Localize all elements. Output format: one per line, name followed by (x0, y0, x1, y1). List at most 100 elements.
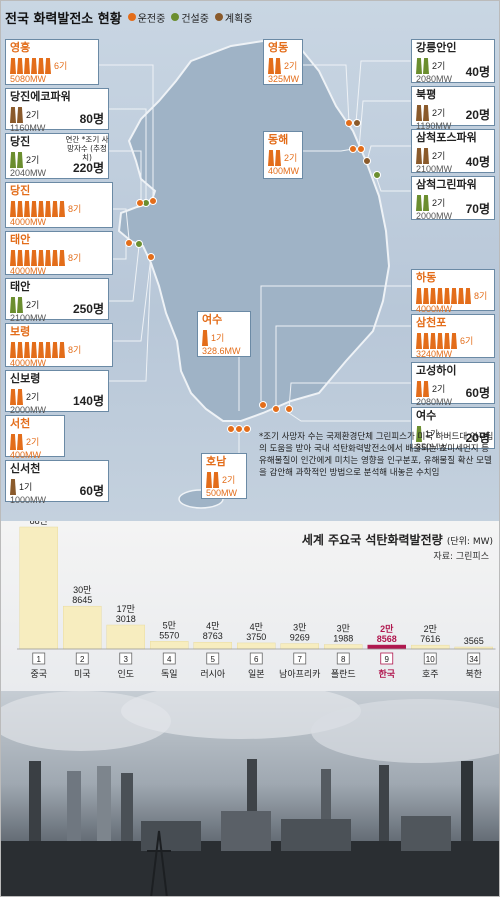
marker-bu (135, 240, 143, 248)
chimney-row: 2기 (268, 56, 298, 74)
unit-count: 1기 (425, 428, 439, 439)
plant-capacity: 350MW (416, 442, 448, 452)
chimney-icon (59, 201, 65, 217)
legend-label: 건설중 (181, 13, 209, 25)
plant-building (141, 821, 201, 851)
chimney-row: 2기 (416, 193, 490, 211)
plant-box: 강릉안인 2기 2080MW 40명 (411, 39, 495, 84)
early-deaths: 60명 (79, 484, 104, 498)
marker-op (259, 401, 267, 409)
bar-value-label: 8763 (203, 631, 223, 641)
unit-count: 2기 (284, 152, 298, 163)
rank-number: 4 (167, 655, 172, 664)
plant-name: 강릉안인 (416, 42, 457, 54)
chimney-row: 1기 (202, 328, 246, 346)
plant-box: 동해 2기 400MW (263, 131, 303, 179)
chimney-row: 6기 (10, 56, 94, 74)
plant-name: 영동 (268, 42, 289, 54)
unit-count: 2기 (26, 436, 40, 447)
early-deaths: 60명 (465, 386, 490, 400)
plant-box: 영흥 6기 5080MW (5, 39, 99, 85)
legend-planned: 계획중 (214, 10, 253, 25)
legend-operating: 운전중 (127, 10, 165, 25)
legend-building: 건설중 (171, 10, 209, 25)
chimney-icon (10, 58, 16, 74)
plant-building (401, 816, 451, 851)
chimney-icon (10, 389, 16, 405)
early-deaths: 220명 (72, 161, 104, 175)
plant-name: 서천 (10, 418, 31, 430)
marker-pl (363, 157, 371, 165)
plant-box: 신보령 2기 2000MW 140명 (5, 370, 109, 415)
chimney-row: 2기 (10, 387, 104, 405)
plant-box: 신서천 1기 1000MW 60명 (5, 460, 109, 505)
bar-value-label: 3018 (116, 614, 136, 624)
unit-count: 2기 (26, 299, 40, 310)
chimney-row: 8기 (416, 286, 490, 304)
chimney-row: 2기 (206, 470, 242, 488)
bar-value-label: 2만 (424, 624, 437, 634)
chimney-icon (423, 58, 429, 74)
chimney-icon (10, 107, 16, 123)
plant-box: 호남 2기 500MW (201, 453, 247, 499)
chimney-row: 8기 (10, 248, 108, 266)
bar (150, 641, 189, 650)
category-label: 일본 (248, 669, 265, 679)
unit-count: 2기 (284, 60, 298, 71)
chimney-icon (38, 250, 44, 266)
rank-badge (293, 652, 307, 665)
marker-op (136, 199, 144, 207)
bar-value-label: 9269 (290, 633, 310, 643)
chimney (379, 765, 389, 896)
unit-count: 1기 (211, 332, 225, 343)
chimney-icon (24, 201, 30, 217)
chimney-icon (10, 297, 16, 313)
bar (324, 644, 363, 650)
unit-count: 2기 (432, 383, 446, 394)
legend-label: 계획중 (224, 13, 253, 25)
chimney-icon (275, 58, 281, 74)
chimney-icon (10, 479, 16, 495)
chimney-icon (17, 250, 23, 266)
plant-capacity: 2100MW (416, 164, 453, 174)
unit-count: 2기 (432, 197, 446, 208)
chimney-icon (416, 195, 422, 211)
plant-name: 하동 (416, 272, 437, 284)
chimney-icon (31, 58, 37, 74)
chimney-icon (423, 288, 429, 304)
marker-pl (353, 119, 361, 127)
bar-value-label: 3만 (337, 624, 350, 634)
bar-value-label: 5만 (163, 620, 176, 630)
chimney-row: 1기 (10, 477, 104, 495)
marker-op (125, 239, 133, 247)
rank-badge (75, 652, 89, 665)
chimney-icon (444, 288, 450, 304)
rank-number: 9 (385, 655, 390, 664)
bar (367, 644, 406, 650)
plant-capacity: 2040MW (10, 168, 47, 178)
category-label: 인도 (117, 669, 134, 679)
title-bar: 전국 화력발전소 현황 운전중 건설중 계획중 (5, 5, 253, 29)
plant-capacity: 2080MW (416, 74, 453, 84)
chimney-icon (45, 58, 51, 74)
chimney-icon (416, 288, 422, 304)
chimney-icon (416, 148, 422, 164)
chart-title-text: 세계 주요국 석탄화력발전량 (301, 533, 443, 547)
unit-count: 2기 (432, 107, 446, 118)
chimney-icon (31, 250, 37, 266)
chimney-icon (24, 250, 30, 266)
unit-count: 2기 (222, 474, 236, 485)
plant-name: 북평 (416, 89, 437, 101)
plant-box: 하동 8기 4000MW (411, 269, 495, 314)
plant-box: 삼천포 6기 3240MW (411, 314, 495, 359)
chimney-icon (17, 107, 23, 123)
chimney-icon (17, 434, 23, 450)
category-label: 한국 (378, 668, 395, 679)
rank-number: 34 (469, 655, 478, 664)
bar-value-label: 17만 (117, 604, 135, 614)
korea-peninsula-shape (117, 39, 391, 422)
plant-capacity: 1160MW (10, 123, 46, 133)
category-label: 중국 (30, 669, 47, 679)
plant-name: 신서천 (10, 463, 41, 475)
plant-capacity: 1000MW (10, 495, 47, 505)
